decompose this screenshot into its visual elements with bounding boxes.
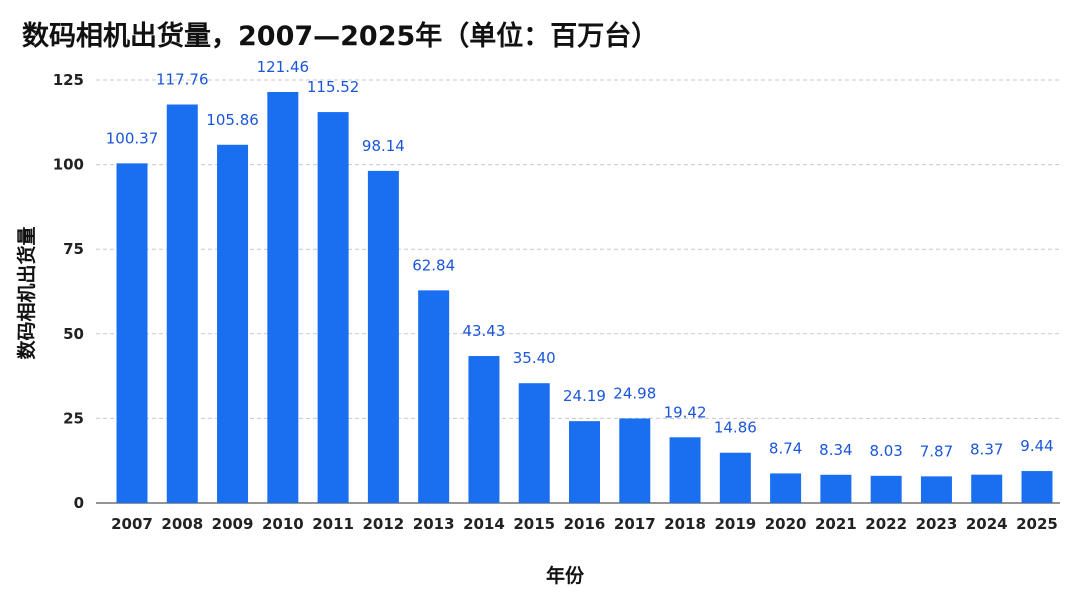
x-tick-label: 2011	[312, 515, 354, 533]
data-label: 19.42	[664, 403, 707, 421]
bar	[468, 356, 500, 503]
data-label: 62.84	[412, 256, 455, 274]
x-tick-label: 2018	[664, 515, 706, 533]
x-tick-label: 2012	[363, 515, 405, 533]
data-label: 7.87	[920, 442, 953, 460]
y-tick-label: 100	[53, 156, 84, 174]
data-label: 8.37	[970, 441, 1003, 459]
bar	[569, 421, 600, 503]
bar	[166, 104, 198, 504]
bar	[317, 112, 349, 503]
bar	[669, 437, 701, 503]
x-tick-label: 2021	[815, 515, 857, 533]
y-tick-label: 50	[63, 325, 84, 343]
data-label: 115.52	[307, 78, 360, 96]
bar	[267, 91, 299, 503]
data-label: 35.40	[513, 349, 556, 367]
x-tick-label: 2023	[916, 515, 958, 533]
x-tick-label: 2015	[513, 515, 555, 533]
bar	[920, 476, 952, 503]
data-label: 24.19	[563, 387, 606, 405]
bars	[116, 91, 1053, 504]
x-tick-label: 2014	[463, 515, 505, 533]
data-label: 100.37	[106, 129, 159, 147]
x-tick-label: 2013	[413, 515, 455, 533]
x-axis-title: 年份	[546, 564, 585, 587]
bar	[719, 452, 751, 503]
x-tick-label: 2010	[262, 515, 304, 533]
bar	[870, 475, 902, 503]
data-label: 117.76	[156, 71, 209, 89]
bar	[217, 144, 249, 503]
x-axis-ticks: 2007 2008 2009 2010 2011 2012 2013 2014 2015 2016…	[111, 515, 1058, 533]
data-label: 8.03	[869, 442, 902, 460]
bar	[367, 170, 399, 504]
x-tick-label: 2007	[111, 515, 153, 533]
bar	[619, 418, 651, 503]
x-tick-label: 2024	[966, 515, 1008, 533]
bar	[770, 473, 802, 503]
y-tick-label: 0	[74, 494, 84, 512]
data-label: 8.74	[769, 439, 802, 457]
y-tick-label: 25	[63, 409, 84, 427]
data-labels: 100.37 117.76 105.86 121.46 115.52 98.14 62.84…	[106, 58, 1054, 460]
x-tick-label: 2022	[865, 515, 907, 533]
y-axis-title: 数码相机出货量	[15, 226, 38, 359]
bar	[1021, 471, 1053, 503]
bar	[820, 474, 852, 503]
data-label: 9.44	[1020, 437, 1053, 455]
x-tick-label: 2025	[1016, 515, 1058, 533]
x-tick-label: 2009	[212, 515, 254, 533]
y-axis-ticks: 0 25 50 75 100 125	[53, 71, 84, 512]
bar	[971, 474, 1003, 503]
x-tick-label: 2008	[161, 515, 203, 533]
x-tick-label: 2019	[714, 515, 756, 533]
bar	[418, 290, 450, 503]
data-label: 121.46	[257, 58, 310, 76]
x-tick-label: 2017	[614, 515, 656, 533]
x-tick-label: 2016	[564, 515, 606, 533]
data-label: 105.86	[206, 111, 259, 129]
data-label: 8.34	[819, 441, 852, 459]
x-tick-label: 2020	[765, 515, 807, 533]
data-label: 24.98	[613, 384, 656, 402]
data-label: 14.86	[714, 419, 757, 437]
y-tick-label: 125	[53, 71, 84, 89]
bar	[518, 383, 550, 503]
chart-title: 数码相机出货量，2007—2025年（单位：百万台）	[22, 21, 659, 52]
bar	[116, 163, 148, 504]
data-label: 98.14	[362, 137, 405, 155]
y-tick-label: 75	[63, 240, 84, 258]
data-label: 43.43	[462, 322, 505, 340]
